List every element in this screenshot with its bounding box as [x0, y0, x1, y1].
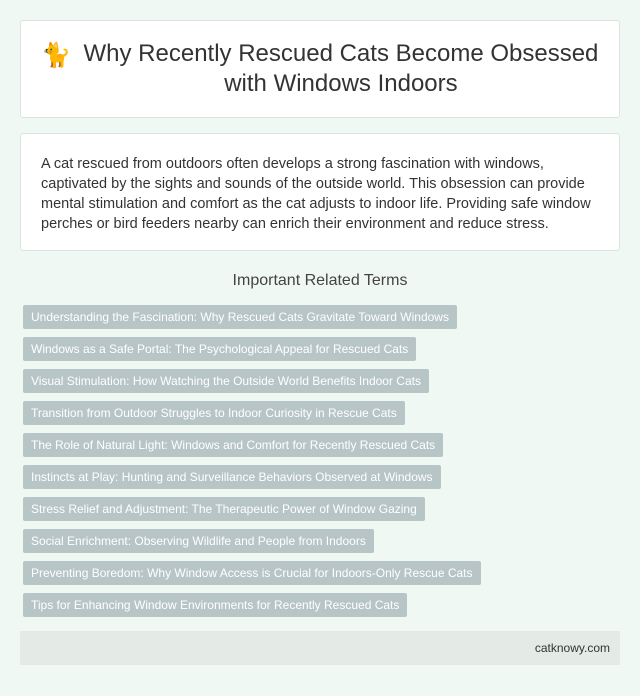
related-term-tag[interactable]: The Role of Natural Light: Windows and C…	[23, 433, 444, 457]
summary-text: A cat rescued from outdoors often develo…	[41, 156, 591, 232]
related-term-tag[interactable]: Stress Relief and Adjustment: The Therap…	[23, 497, 425, 521]
title-wrap: 🐈 Why Recently Rescued Cats Become Obses…	[41, 39, 599, 99]
title-card: 🐈 Why Recently Rescued Cats Become Obses…	[20, 20, 620, 118]
related-terms-heading: Important Related Terms	[232, 272, 408, 289]
related-terms-list: Understanding the Fascination: Why Rescu…	[23, 305, 623, 625]
related-term-tag[interactable]: Understanding the Fascination: Why Rescu…	[23, 305, 457, 329]
footer-site-link[interactable]: catknowy.com	[534, 641, 610, 655]
related-term-tag[interactable]: Windows as a Safe Portal: The Psychologi…	[23, 337, 417, 361]
footer: catknowy.com	[20, 631, 620, 665]
related-term-tag[interactable]: Instincts at Play: Hunting and Surveilla…	[23, 465, 441, 489]
page-title: Why Recently Rescued Cats Become Obsesse…	[83, 40, 599, 97]
related-term-tag[interactable]: Tips for Enhancing Window Environments f…	[23, 593, 408, 617]
related-term-tag[interactable]: Visual Stimulation: How Watching the Out…	[23, 369, 429, 393]
related-term-tag[interactable]: Social Enrichment: Observing Wildlife an…	[23, 529, 374, 553]
cat-icon: 🐈	[41, 41, 71, 69]
summary-card: A cat rescued from outdoors often develo…	[20, 133, 620, 251]
related-term-tag[interactable]: Preventing Boredom: Why Window Access is…	[23, 561, 481, 585]
related-term-tag[interactable]: Transition from Outdoor Struggles to Ind…	[23, 401, 405, 425]
